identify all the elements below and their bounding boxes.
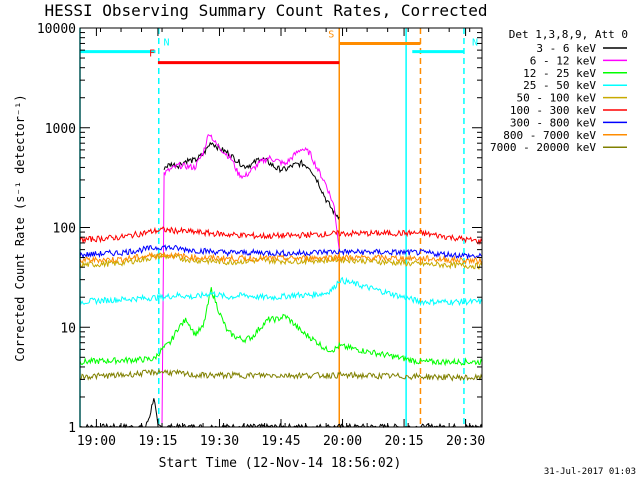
y-tick-label-3: 1000 (45, 122, 76, 137)
legend-label-8: 7000 - 20000 keV (490, 141, 596, 154)
series-line-6 (79, 226, 483, 246)
x-tick-label-1: 19:15 (138, 434, 177, 449)
series-line-8 (79, 251, 483, 265)
legend-label-5: 100 - 300 keV (510, 104, 596, 117)
y-tick-label-4: 10000 (37, 22, 76, 37)
legend-label-1: 6 - 12 keV (530, 54, 597, 67)
x-axis: 19:00 19:15 19:30 19:45 20:00 20:15 20:30 (77, 28, 485, 449)
series-line-1 (163, 141, 340, 220)
x-tick-label-4: 20:00 (323, 434, 362, 449)
x-tick-label-2: 19:30 (200, 434, 239, 449)
series-line-2 (161, 133, 340, 428)
x-tick-label-3: 19:45 (261, 434, 300, 449)
y-axis: 1 10 100 1000 10000 (37, 22, 482, 436)
x-tick-label-0: 19:00 (77, 434, 116, 449)
x-axis-label: Start Time (12-Nov-14 18:56:02) (159, 456, 402, 471)
series-line-9 (79, 368, 483, 382)
date-stamp: 31-Jul-2017 01:03 (544, 467, 636, 477)
legend-label-4: 50 - 100 keV (517, 92, 597, 105)
legend-label-3: 25 - 50 keV (523, 79, 596, 92)
y-axis-label: Corrected Count Rate (s⁻¹ detector⁻¹) (13, 94, 27, 361)
annotation-label-2: F (149, 49, 155, 60)
x-tick-label-5: 20:15 (384, 434, 423, 449)
y-tick-label-1: 10 (60, 321, 76, 336)
y-tick-label-2: 100 (53, 222, 76, 237)
x-tick-label-6: 20:30 (446, 434, 485, 449)
legend-label-0: 3 - 6 keV (536, 42, 596, 55)
annotation-label-1: N (472, 38, 478, 49)
annotation-label-0: N (163, 38, 169, 49)
series-line-5 (79, 252, 483, 270)
chart-title: HESSI Observing Summary Count Rates, Cor… (44, 1, 487, 20)
series-line-7 (79, 244, 483, 261)
series-line-3 (79, 287, 483, 367)
legend-header: Det 1,3,8,9, Att 0 (509, 28, 628, 41)
annotation-label-3: S (328, 29, 334, 40)
y-tick-label-0: 1 (68, 421, 76, 436)
annotation-bars: N NFS (80, 29, 478, 65)
legend-label-6: 300 - 800 keV (510, 116, 596, 129)
series-line-4 (79, 276, 483, 307)
legend-label-2: 12 - 25 keV (523, 67, 596, 80)
legend-label-7: 800 - 7000 keV (503, 129, 596, 142)
